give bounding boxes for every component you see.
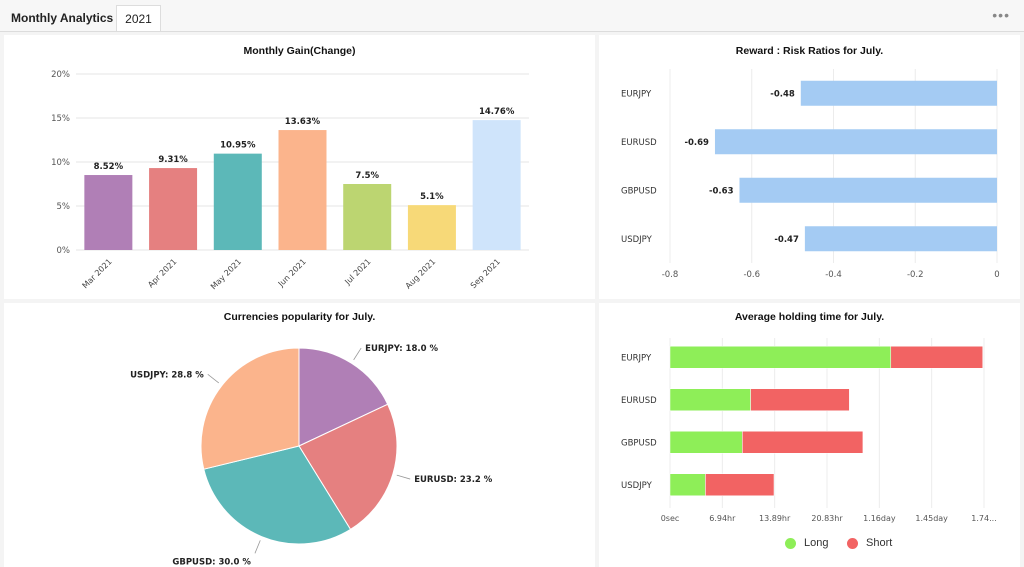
bar-segment[interactable] [669, 388, 751, 411]
pie-label-leader [396, 474, 411, 480]
bar[interactable] [407, 205, 456, 250]
bar[interactable] [213, 153, 262, 250]
holding-time-title: Average holding time for July. [734, 311, 885, 323]
bar[interactable] [149, 168, 198, 250]
holding-time-panel: Average holding time for July. 0sec 6.94h… [599, 303, 1020, 567]
pie-label-leader [207, 374, 220, 384]
x-tick-label: -0.6 [743, 270, 760, 280]
bar[interactable] [84, 175, 133, 250]
monthly-gain-chart: 0% 5% 10% 15% 20% 8.52% Mar 2021 9.31% Apr 2021 1… [51, 70, 529, 291]
pie-slice-label: USDJPY: 28.8 % [130, 370, 204, 380]
bar-data-label: -0.69 [684, 138, 709, 148]
reward-risk-chart: -0.8 -0.6 -0.4 -0.2 0 -0.48 EURJPY -0.69 EURUSD -… [621, 69, 1000, 280]
y-tick-label: 5% [57, 202, 71, 212]
y-tick-label: 20% [51, 70, 70, 80]
x-tick-label: Aug 2021 [404, 257, 438, 291]
tab-2021[interactable]: 2021 [116, 5, 161, 31]
x-tick-label: Apr 2021 [146, 257, 178, 289]
bar-data-label: 14.76% [479, 107, 515, 117]
x-tick-label: Jul 2021 [343, 257, 373, 287]
legend-short-swatch [847, 537, 858, 549]
bar[interactable] [804, 226, 997, 252]
currency-popularity-panel: Currencies popularity for July. EURJPY: … [4, 303, 595, 567]
x-tick-label: Mar 2021 [81, 257, 114, 290]
pie-slice[interactable] [298, 347, 389, 447]
monthly-gain-title: Monthly Gain(Change) [243, 45, 356, 57]
pie-slice-label: GBPUSD: 30.0 % [172, 557, 251, 567]
bar-segment[interactable] [705, 473, 775, 496]
legend-long-label: Long [804, 537, 829, 549]
currency-popularity-title: Currencies popularity for July. [223, 311, 376, 323]
bar-data-label: 7.5% [355, 171, 379, 181]
bar[interactable] [714, 129, 997, 155]
top-tab-bar: Monthly Analytics 2021 ••• [0, 0, 1024, 32]
y-category-label: EURUSD [621, 396, 657, 406]
reward-risk-panel: Reward : Risk Ratios for July. -0.8 -0.6-… [599, 35, 1020, 299]
bar[interactable] [278, 130, 327, 250]
currency-popularity-chart: EURJPY: 18.0 % EURUSD: 23.2 % GBPUSD: 30.0… [130, 344, 493, 567]
bar-segment[interactable] [750, 388, 850, 411]
y-category-label: EURJPY [621, 353, 652, 363]
y-tick-label: 15% [51, 114, 70, 124]
more-horizontal-icon[interactable]: ••• [992, 7, 1010, 23]
bar-segment[interactable] [669, 473, 706, 496]
bar[interactable] [739, 177, 997, 203]
x-tick-label: Jun 2021 [276, 257, 308, 289]
y-category-label: EURUSD [621, 138, 657, 148]
reward-risk-title: Reward : Risk Ratios for July. [735, 45, 884, 57]
holding-time-chart: 0sec 6.94hr 13.89hr 20.83hr 1.16day 1.45day 1.… [621, 338, 997, 523]
bar-data-label: 10.95% [220, 141, 256, 151]
y-tick-label: 0% [57, 246, 71, 256]
pie-slice-label: EURUSD: 23.2 % [414, 475, 493, 485]
y-category-label: EURJPY [621, 89, 652, 99]
bar-data-label: -0.47 [774, 235, 799, 245]
bar-segment[interactable] [742, 431, 864, 454]
x-tick-label: 1.45day [915, 514, 948, 523]
x-tick-label: 6.94hr [709, 514, 736, 523]
bar-data-label: 9.31% [158, 155, 188, 165]
tab-monthly-analytics[interactable]: Monthly Analytics [0, 5, 125, 31]
x-tick-label: 0sec [661, 514, 680, 523]
legend-long-swatch [785, 537, 796, 549]
pie-slice[interactable] [298, 403, 398, 531]
pie-label-leader [254, 540, 261, 554]
bar-data-label: 13.63% [285, 117, 321, 127]
x-tick-label: May 2021 [209, 257, 243, 291]
bar[interactable] [800, 80, 997, 106]
bar-segment[interactable] [669, 346, 892, 369]
x-tick-label: 13.89hr [759, 514, 791, 523]
bar-segment[interactable] [890, 346, 983, 369]
x-tick-label: 1.16day [863, 514, 896, 523]
y-category-label: USDJPY [621, 481, 653, 491]
y-category-label: GBPUSD [621, 438, 657, 448]
bar[interactable] [472, 120, 521, 250]
x-tick-label: -0.8 [662, 270, 679, 280]
bar-data-label: 8.52% [94, 162, 124, 172]
pie-slice[interactable] [200, 347, 300, 470]
bar-data-label: -0.48 [770, 89, 795, 99]
bar-data-label: 5.1% [420, 192, 444, 202]
x-tick-label: 20.83hr [811, 514, 843, 523]
monthly-gain-panel: Monthly Gain(Change) 0% 5% 10% 15% 20% 8.52% M… [4, 35, 595, 299]
y-category-label: USDJPY [621, 235, 653, 245]
x-tick-label: 0 [994, 270, 999, 280]
bar-segment[interactable] [669, 431, 743, 454]
y-tick-label: 10% [51, 158, 70, 168]
x-tick-label: Sep 2021 [469, 257, 502, 290]
pie-slice[interactable] [203, 445, 352, 545]
pie-label-leader [353, 347, 362, 361]
legend-short-label: Short [866, 537, 893, 549]
x-tick-label: -0.4 [825, 270, 842, 280]
pie-slice-label: EURJPY: 18.0 % [365, 344, 438, 354]
x-tick-label: 1.74... [971, 514, 996, 523]
legend-long[interactable]: Long [785, 537, 828, 549]
x-tick-label: -0.2 [907, 270, 924, 280]
bar-data-label: -0.63 [709, 186, 734, 196]
legend-short[interactable]: Short [847, 537, 892, 549]
y-category-label: GBPUSD [621, 186, 657, 196]
bar[interactable] [343, 184, 392, 250]
